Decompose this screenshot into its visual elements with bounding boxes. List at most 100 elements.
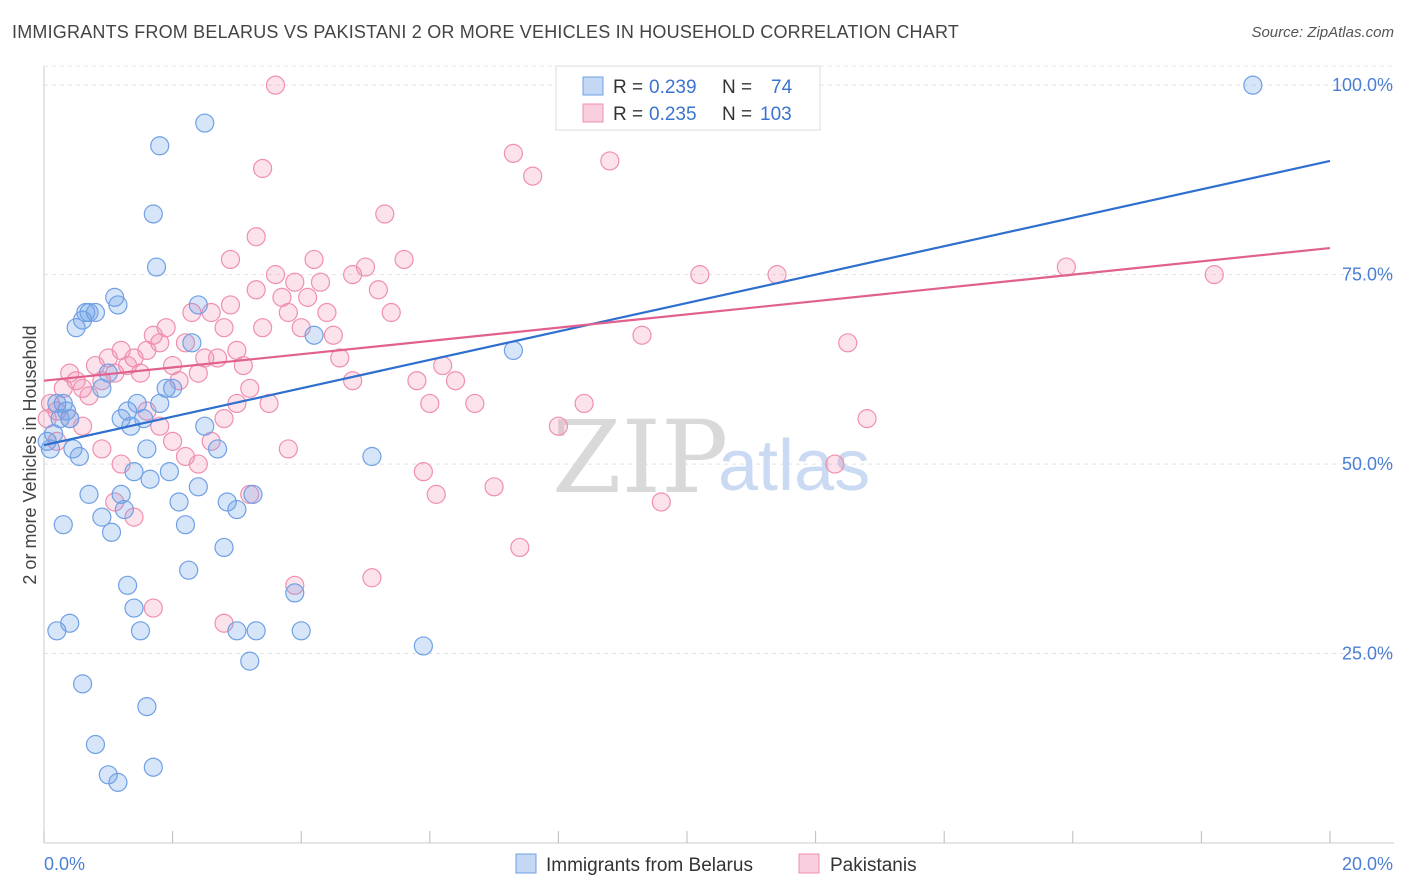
pakistani-point <box>381 302 401 323</box>
belarus-point <box>240 651 260 671</box>
x-tick-label: 0.0% <box>44 854 85 874</box>
pakistani-point <box>1056 257 1076 277</box>
belarus-point <box>146 257 167 277</box>
y-axis-label: 2 or more Vehicles in Household <box>20 325 40 584</box>
belarus-point <box>137 696 157 717</box>
belarus-point <box>108 295 128 315</box>
x-tick-labels: 0.0% 20.0% <box>44 854 1393 874</box>
belarus-point <box>175 515 196 535</box>
pakistani-point <box>445 371 466 391</box>
pakistani-trend-line <box>43 246 1331 382</box>
belarus-point <box>114 499 134 520</box>
source-label: Source: ZipAtlas.com <box>1251 24 1394 41</box>
pakistani-point <box>265 265 286 285</box>
legend-swatch-blue <box>582 76 604 96</box>
belarus-point <box>195 416 215 436</box>
pakistani-point <box>72 378 93 398</box>
pakistani-point <box>175 333 196 353</box>
pakistani-point <box>278 439 298 459</box>
pakistani-point <box>600 151 620 171</box>
pakistani-point <box>503 143 523 163</box>
pakistani-point <box>253 158 273 179</box>
belarus-point <box>208 439 228 459</box>
pakistani-point <box>857 409 877 429</box>
pakistani-point <box>220 249 241 270</box>
belarus-point <box>53 515 73 535</box>
pakistani-point <box>548 416 569 436</box>
pakistani-point <box>330 348 350 368</box>
belarus-point <box>108 772 128 792</box>
chart-title: IMMIGRANTS FROM BELARUS VS PAKISTANI 2 O… <box>12 22 960 42</box>
pakistani-point <box>838 333 858 353</box>
belarus-point <box>362 446 382 467</box>
belarus-point <box>159 462 179 482</box>
pakistani-point <box>362 568 382 588</box>
pakistani-point <box>420 393 440 414</box>
legend-n-label-1: N = <box>722 77 752 98</box>
pakistani-point <box>285 272 305 292</box>
pakistani-point <box>188 454 208 474</box>
pakistani-point <box>510 537 530 558</box>
belarus-point <box>1243 75 1263 95</box>
watermark: ZIP atlas <box>552 399 870 516</box>
y-tick-label: 75.0% <box>1342 265 1393 285</box>
pakistani-point <box>375 204 395 224</box>
belarus-point <box>117 575 138 595</box>
pakistani-point <box>265 75 286 95</box>
belarus-point <box>291 621 311 641</box>
pakistani-point <box>253 318 273 338</box>
pakistani-point <box>484 477 504 497</box>
watermark-atlas: atlas <box>718 426 870 506</box>
belarus-point <box>503 340 523 361</box>
legend-n-value-1: 74 <box>771 77 793 98</box>
belarus-point <box>124 462 144 482</box>
y-tick-label: 25.0% <box>1342 644 1393 664</box>
pakistani-point <box>220 295 241 315</box>
y-tick-label: 50.0% <box>1342 454 1393 474</box>
series-legend: Immigrants from Belarus Pakistanis <box>515 853 917 876</box>
belarus-point <box>143 204 163 224</box>
pakistani-point <box>407 371 427 391</box>
pakistani-point <box>355 257 376 277</box>
pakistani-point <box>92 439 112 459</box>
pakistani-point <box>523 166 543 186</box>
belarus-point <box>63 439 83 459</box>
pakistani-point <box>310 272 331 292</box>
pakistani-point <box>690 265 710 285</box>
belarus-point <box>169 492 189 512</box>
belarus-point <box>111 484 131 504</box>
legend-bottom-swatch-blue <box>515 853 537 874</box>
pakistani-point <box>632 325 652 345</box>
x-tick-label: 20.0% <box>1342 854 1393 874</box>
pakistani-point <box>323 325 343 345</box>
legend-swatch-pink <box>582 103 604 123</box>
pakistani-point <box>465 393 485 414</box>
belarus-point <box>179 560 199 580</box>
belarus-point <box>188 477 208 497</box>
belarus-point <box>150 136 170 156</box>
belarus-point <box>69 446 89 467</box>
pakistani-point <box>214 409 234 429</box>
belarus-trend-line <box>43 159 1331 447</box>
legend-series-2: Pakistanis <box>830 855 917 876</box>
belarus-point <box>243 484 263 504</box>
data-points <box>37 75 1263 792</box>
belarus-point <box>60 409 80 429</box>
belarus-point <box>227 621 247 641</box>
pakistani-point <box>317 302 337 323</box>
belarus-point <box>188 295 208 315</box>
belarus-point <box>85 734 106 755</box>
pakistani-point <box>413 462 433 482</box>
stats-legend: R = 0.239 N = 74 R = 0.235 N = 103 <box>555 65 821 131</box>
y-tick-labels: 25.0% 50.0% 75.0% 100.0% <box>1332 75 1393 663</box>
belarus-point <box>246 621 266 641</box>
belarus-point <box>79 484 99 504</box>
pakistani-point <box>163 431 183 451</box>
legend-series-1: Immigrants from Belarus <box>546 855 753 876</box>
belarus-point <box>66 318 86 338</box>
legend-r-value-1: 0.239 <box>649 77 697 98</box>
belarus-point <box>143 757 163 777</box>
y-tick-label: 100.0% <box>1332 75 1393 95</box>
pakistani-point <box>143 598 163 618</box>
